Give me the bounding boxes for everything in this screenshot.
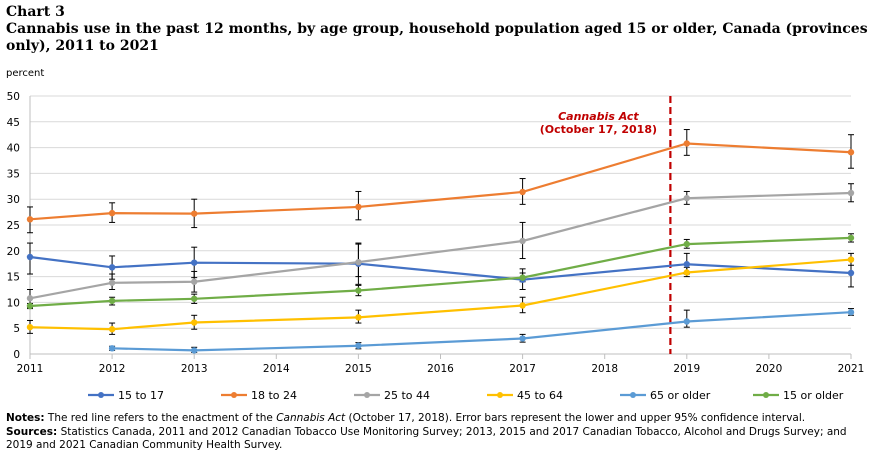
y-axis-label: percent [6,68,45,79]
y-tick-label: 40 [7,143,20,155]
legend-marker [231,392,237,398]
data-point [683,261,690,268]
data-point [519,188,526,196]
data-point [683,140,690,147]
data-point [26,295,34,302]
data-point [108,297,116,305]
data-point [519,335,526,342]
annotation-label: Cannabis Act [558,110,639,123]
data-point [191,259,198,266]
data-point [847,189,855,197]
legend-entry: 15 or older [783,389,844,402]
x-tick-label: 2012 [99,363,126,375]
data-point [683,269,690,276]
y-tick-label: 30 [7,194,20,206]
data-point [519,302,526,309]
series-line [29,142,852,221]
notes-text-2: (October 17, 2018). Error bars represent… [345,412,806,424]
x-tick-label: 2019 [673,363,700,375]
data-point [191,319,198,326]
data-point [108,264,116,271]
data-point [683,194,690,202]
legend-entry: 18 to 24 [251,389,297,402]
x-tick-label: 2021 [838,363,865,375]
data-point [519,237,526,245]
data-point [847,269,855,277]
y-tick-label: 0 [13,349,20,361]
chart-number: Chart 3 [6,4,65,20]
x-tick-label: 2011 [17,363,44,375]
x-tick-label: 2013 [181,363,208,375]
data-point [191,295,198,302]
legend-entry: 65 or older [650,389,711,402]
sources-text: Statistics Canada, 2011 and 2012 Canadia… [6,425,847,452]
legend-marker [497,392,503,398]
legend-marker [364,392,370,398]
y-tick-label: 50 [7,91,20,103]
data-point [847,256,855,263]
sources-line: Sources: Statistics Canada, 2011 and 201… [6,426,870,453]
legend-entry: 15 to 17 [118,389,164,402]
notes-italic: Cannabis Act [276,412,346,424]
y-tick-label: 15 [7,272,20,284]
y-tick-label: 5 [13,323,20,335]
data-point [108,279,116,286]
legend-marker [763,392,769,398]
data-point [191,210,198,217]
legend-marker [630,392,636,398]
data-point [108,345,116,352]
y-tick-label: 20 [7,246,20,258]
data-point [26,302,34,310]
annotation-sublabel: (October 17, 2018) [540,123,657,136]
data-point [26,253,34,261]
data-point [355,203,362,211]
series-line [29,191,852,300]
x-tick-label: 2020 [756,363,783,375]
chart-notes: Notes: The red line refers to the enactm… [6,412,870,453]
y-tick-label: 10 [7,297,20,309]
x-tick-label: 2016 [427,363,454,375]
x-tick-label: 2018 [591,363,618,375]
data-point [683,318,690,325]
y-tick-label: 25 [7,220,20,232]
chart-title: Cannabis use in the past 12 months, by a… [6,21,868,54]
y-tick-label: 35 [7,168,20,180]
sources-label: Sources: [6,425,58,438]
notes-line: Notes: The red line refers to the enactm… [6,412,870,426]
data-point [191,347,198,354]
x-tick-label: 2017 [509,363,536,375]
data-point [519,274,526,281]
data-point [191,278,198,285]
data-point [847,149,855,156]
data-point [683,240,690,248]
x-tick-label: 2015 [345,363,372,375]
data-point [847,309,855,316]
legend-marker [98,392,104,398]
data-point [355,287,362,294]
data-point [355,314,362,321]
data-point [26,323,34,331]
data-point [355,258,362,266]
chart-header: Chart 3 Cannabis use in the past 12 mont… [6,4,868,55]
x-tick-label: 2014 [263,363,290,375]
data-point [108,326,116,333]
data-point [355,342,362,349]
line-chart: 0 5 10 15 20 25 30 35 40 45 50 2011 2012 2013 2014 2015… [7,91,865,402]
legend-entry: 45 to 64 [517,389,563,402]
notes-label: Notes: [6,412,45,424]
data-point [108,209,116,217]
series-line [112,311,852,352]
data-point [26,216,34,223]
legend-entry: 25 to 44 [384,389,430,402]
data-point [847,234,855,242]
notes-text-1: The red line refers to the enactment of … [44,412,277,424]
y-tick-label: 45 [7,117,20,129]
